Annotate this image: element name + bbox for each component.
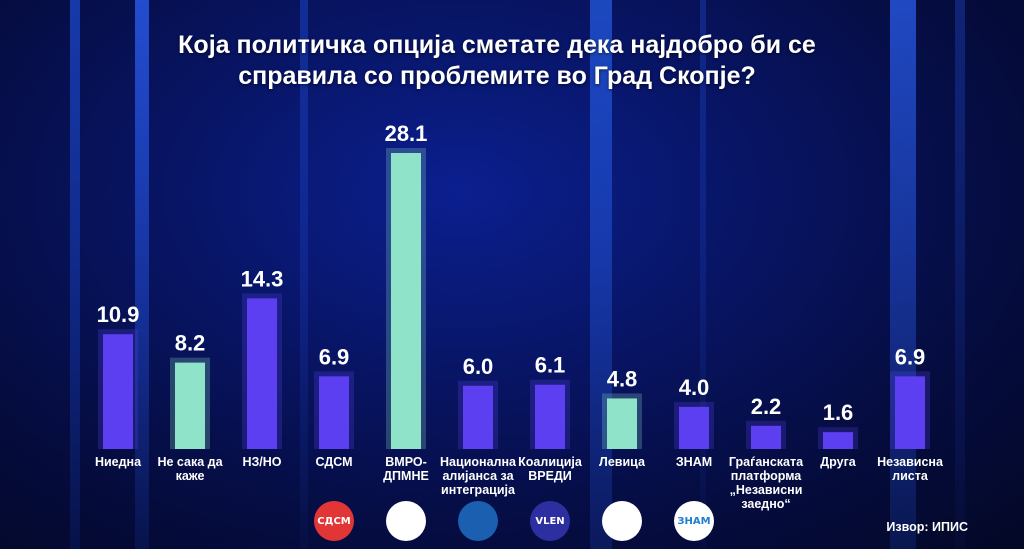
data-label: 4.0 — [679, 375, 710, 400]
background-beam — [70, 0, 80, 549]
sdsm-logo: СДСМ — [314, 501, 354, 541]
category-label: Друга — [820, 455, 856, 469]
data-label: 6.9 — [895, 344, 926, 369]
bar — [535, 384, 565, 449]
bar — [679, 406, 709, 449]
data-label: 6.0 — [463, 354, 494, 379]
bar — [751, 425, 781, 449]
bar — [391, 153, 421, 449]
background-beam — [890, 0, 916, 549]
category-label: ВМРО- ДПМНЕ — [383, 455, 429, 483]
category-label: Национална алијанса за интеграција — [440, 455, 516, 497]
background-beam — [700, 0, 706, 549]
category-label: Левица — [599, 455, 645, 469]
bar — [823, 432, 853, 449]
data-label: 8.2 — [175, 331, 206, 356]
background-beam — [300, 0, 308, 549]
data-label: 14.3 — [241, 266, 284, 291]
category-label: Не сака да каже — [157, 455, 223, 483]
category-label: Граѓанската платформа „Независни заедно“ — [728, 455, 804, 511]
background-beam — [590, 0, 612, 549]
data-label: 10.9 — [97, 302, 140, 327]
category-label: ЗНАМ — [675, 455, 713, 469]
chart-title-wrap: Која политичка опција сметате дека најдо… — [0, 30, 1024, 92]
category-label: Ниедна — [94, 455, 142, 469]
category-label: НЗ/НО — [242, 455, 282, 469]
bar — [319, 376, 349, 449]
alliance-logo — [458, 501, 498, 541]
vmro-dpmne-logo — [386, 501, 426, 541]
data-label: 2.2 — [751, 394, 782, 419]
source-note: Извор: ИПИС — [886, 520, 968, 534]
data-label: 6.9 — [319, 344, 350, 369]
vlen-logo: VLEN — [530, 501, 570, 541]
background-beam — [955, 0, 965, 549]
levica-logo — [602, 501, 642, 541]
bar — [247, 298, 277, 449]
bar — [175, 362, 205, 449]
data-label: 28.1 — [385, 121, 428, 146]
bar — [463, 385, 493, 449]
chart-title: Која политичка опција сметате дека најдо… — [178, 31, 816, 90]
bar — [607, 398, 637, 449]
category-label: СДСМ — [315, 455, 353, 469]
data-label: 4.8 — [607, 366, 638, 391]
bar — [103, 334, 133, 449]
category-label: Коалиција ВРЕДИ — [518, 455, 582, 483]
znam-logo: ЗНАМ — [674, 501, 714, 541]
data-label: 1.6 — [823, 400, 854, 425]
category-label: Независна листа — [877, 455, 943, 483]
bar — [895, 376, 925, 449]
background-beam — [135, 0, 149, 549]
data-label: 6.1 — [535, 353, 566, 378]
